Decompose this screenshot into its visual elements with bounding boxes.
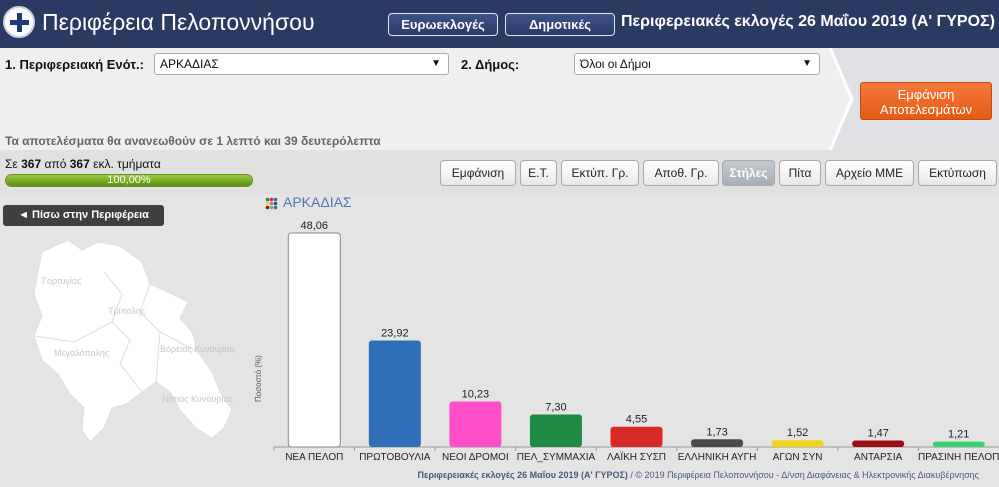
party-colors-icon xyxy=(265,197,278,210)
chart-value-label: 1,21 xyxy=(948,429,969,441)
arkadia-map-shape xyxy=(33,239,233,443)
chart-bar[interactable] xyxy=(932,441,985,447)
toolbar-button-show[interactable]: Εμφάνιση xyxy=(440,160,516,186)
footer-election: Περιφερειακές εκλογές 26 Μαΐου 2019 (Α' … xyxy=(417,470,628,480)
refresh-countdown-note: Τα αποτελέσματα θα ανανεωθούν σε 1 λεπτό… xyxy=(5,134,381,148)
chart-value-label: 10,23 xyxy=(462,388,490,400)
sections-counted-value: 367 xyxy=(21,157,42,171)
chart-category-label: ΛΑΪΚΗ ΣΥΣΠ xyxy=(607,451,666,463)
map-label-megalopoli[interactable]: Μεγαλόπολης xyxy=(54,348,110,358)
euro-elections-button[interactable]: Ευρωεκλογές xyxy=(388,13,498,36)
page-footer: Περιφερειακές εκλογές 26 Μαΐου 2019 (Α' … xyxy=(0,470,979,480)
progress-fill xyxy=(6,175,252,186)
progress-text: 100,00% xyxy=(107,174,151,186)
chart-bar[interactable] xyxy=(852,440,905,447)
chart-category-label: ΝΕΑ ΠΕΛΟΠ xyxy=(285,452,343,463)
chevron-down-icon: ▼ xyxy=(431,58,441,69)
toolbar-button-print-chart[interactable]: Εκτύπ. Γρ. xyxy=(561,160,639,186)
chart-bar[interactable] xyxy=(449,401,502,447)
chart-bar[interactable] xyxy=(610,426,663,447)
municipality-select[interactable]: Όλοι οι Δήμοι ▼ xyxy=(574,53,820,75)
chart-category-label: ΑΝΤΑΡΣΙΑ xyxy=(854,452,903,463)
chart-bar[interactable] xyxy=(287,232,341,448)
regional-unit-label: 1. Περιφερειακή Ενότ.: xyxy=(5,57,144,72)
toolbar-button-pie[interactable]: Πίτα xyxy=(779,160,821,186)
chart-bar[interactable] xyxy=(691,439,744,447)
chart-category-label: ΑΓΩΝ ΣΥΝ xyxy=(773,452,823,463)
chart-value-label: 4,55 xyxy=(626,414,647,426)
chart-bar[interactable] xyxy=(368,340,421,447)
chart-value-label: 7,30 xyxy=(545,401,566,413)
region-logo-icon[interactable] xyxy=(3,6,35,38)
chart-category-label: ΠΡΑΣΙΝΗ ΠΕΛΟΠ xyxy=(918,452,999,463)
municipality-label: 2. Δήμος: xyxy=(461,57,520,72)
show-results-label-line2: Αποτελεσμάτων xyxy=(879,102,973,117)
sections-total-value: 367 xyxy=(69,157,90,171)
footer-copyright: / © 2019 Περιφέρεια Πελοποννήσου - Δ/νση… xyxy=(627,470,979,480)
regional-unit-select[interactable]: ΑΡΚΑΔΙΑΣ ▼ xyxy=(154,53,449,75)
chart-plot-area: 48,06 ΝΕΑ ΠΕΛΟΠ 23,92 ΠΡΩΤΟΒΟΥΛΙΑ 10,23 ΝΕΟΙ … xyxy=(273,220,999,463)
site-title[interactable]: Περιφέρεια Πελοποννήσου xyxy=(42,9,315,35)
show-results-button[interactable]: Εμφάνιση Αποτελεσμάτων xyxy=(860,82,992,120)
chart-value-label: 1,73 xyxy=(706,426,727,438)
toolbar-button-save-chart[interactable]: Αποθ. Γρ. xyxy=(643,160,719,186)
chart-bar[interactable] xyxy=(529,414,582,447)
toolbar-button-et[interactable]: Ε.Τ. xyxy=(520,160,557,186)
back-to-region-button[interactable]: ◄ Πίσω στην Περιφέρεια xyxy=(3,205,164,226)
toolbar-button-columns[interactable]: Στήλες xyxy=(722,160,775,186)
arkadia-map[interactable]: Γορτυνίας Τρίπολης Μεγαλόπολης Βόρειας Κ… xyxy=(20,232,250,452)
header-bar: Περιφέρεια Πελοποννήσου Ευρωεκλογές Δημο… xyxy=(0,0,999,48)
chart-value-label: 48,06 xyxy=(301,220,329,232)
chart-value-label: 23,92 xyxy=(381,327,409,339)
sections-counted-info: Σε 367 από 367 εκλ. τμήματα xyxy=(5,157,161,171)
counting-progress-bar: 100,00% xyxy=(5,174,253,187)
chart-bar[interactable] xyxy=(771,440,824,447)
chart-category-label: ΠΡΩΤΟΒΟΥΛΙΑ xyxy=(359,452,431,463)
show-results-label-line1: Εμφάνιση xyxy=(897,87,955,102)
chevron-down-icon: ▼ xyxy=(802,58,812,69)
municipal-elections-button[interactable]: Δημοτικές xyxy=(505,13,615,36)
map-label-gortynia[interactable]: Γορτυνίας xyxy=(42,276,82,286)
chart-value-label: 1,52 xyxy=(787,427,808,439)
map-label-south-kynouria[interactable]: Νότιας Κυνουρίας xyxy=(162,394,233,404)
toolbar-button-print[interactable]: Εκτύπωση xyxy=(918,160,997,186)
map-label-north-kynouria[interactable]: Βόρειας Κυνουρίας xyxy=(160,344,237,354)
chart-title: ΑΡΚΑΔΙΑΣ xyxy=(283,194,352,210)
results-toolbar: Σε 367 από 367 εκλ. τμήματα 100,00% Εμφά… xyxy=(0,150,999,194)
filters-panel: 1. Περιφερειακή Ενότ.: ΑΡΚΑΔΙΑΣ ▼ 2. Δήμ… xyxy=(0,48,999,150)
chart-category-label: ΠΕΛ_ΣΥΜΜΑΧΙΑ xyxy=(517,452,596,463)
chart-category-label: ΝΕΟΙ ΔΡΟΜΟΙ xyxy=(442,452,509,463)
toolbar-button-media-archive[interactable]: Αρχείο ΜΜΕ xyxy=(825,160,914,186)
regional-unit-value: ΑΡΚΑΔΙΑΣ xyxy=(160,57,219,71)
chart-category-label: ΕΛΛΗΝΙΚΗ ΑΥΓΗ xyxy=(678,452,757,463)
results-chart: ΑΡΚΑΔΙΑΣ Ποσοστό (%) 48,06 ΝΕΑ ΠΕΛΟΠ 23,92… xyxy=(254,192,999,472)
election-title: Περιφερειακές εκλογές 26 Μαΐου 2019 (Α' … xyxy=(621,13,995,30)
map-label-tripoli[interactable]: Τρίπολης xyxy=(108,306,146,316)
municipality-value: Όλοι οι Δήμοι xyxy=(580,57,651,71)
chart-value-label: 1,47 xyxy=(867,427,888,439)
